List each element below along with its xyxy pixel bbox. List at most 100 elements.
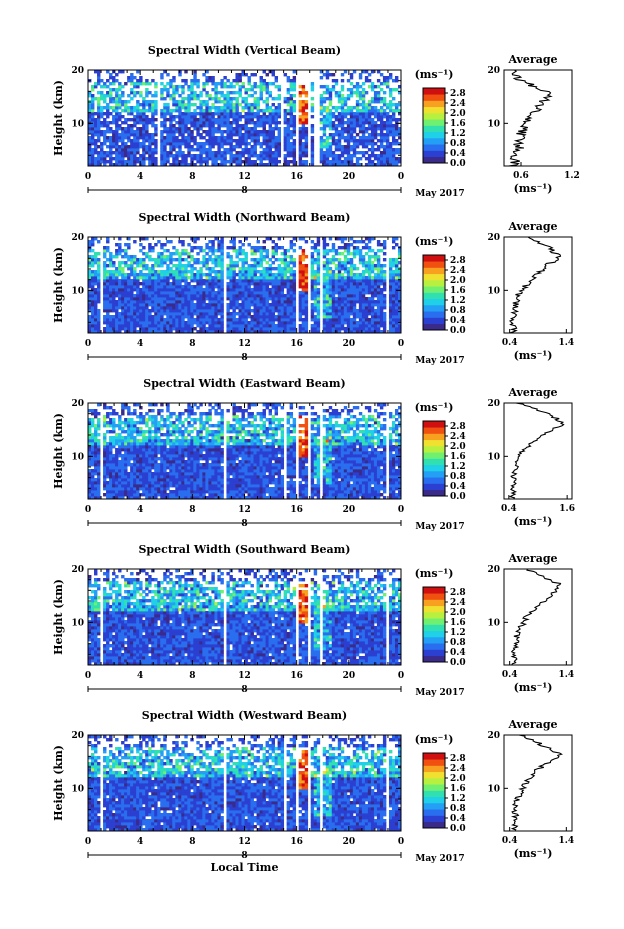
heatmap-cell — [154, 163, 158, 167]
heatmap-cell — [283, 160, 288, 164]
heatmap-cell — [172, 94, 176, 98]
heatmap-cell — [232, 267, 236, 271]
heatmap-cell — [235, 297, 239, 301]
heatmap-cell — [331, 309, 336, 313]
heatmap-cell — [250, 118, 254, 122]
heatmap-cell — [364, 297, 369, 301]
heatmap-cell — [202, 318, 206, 322]
heatmap-cell — [172, 324, 176, 328]
heatmap-cell — [103, 151, 107, 155]
heatmap-cell — [361, 91, 366, 95]
heatmap-cell — [283, 285, 288, 289]
heatmap-cell — [217, 240, 221, 244]
heatmap-cell — [361, 139, 366, 143]
heatmap-cell — [301, 264, 306, 268]
heatmap-cell — [397, 85, 402, 89]
heatmap-cell — [397, 324, 402, 328]
heatmap-cell — [181, 273, 185, 277]
heatmap-cell — [328, 312, 333, 316]
heatmap-cell — [271, 294, 275, 298]
heatmap-cell — [238, 112, 242, 116]
heatmap-cell — [343, 321, 348, 325]
heatmap-cell — [202, 115, 206, 119]
heatmap-cell — [97, 309, 101, 313]
heatmap-cell — [217, 300, 221, 304]
heatmap-cell — [169, 163, 173, 167]
heatmap-cell — [304, 145, 309, 149]
heatmap-cell — [145, 315, 149, 319]
heatmap-cell — [148, 109, 152, 113]
heatmap-cell — [193, 309, 197, 313]
heatmap-cell — [271, 303, 275, 307]
heatmap-cell — [328, 291, 333, 295]
heatmap-cell — [178, 327, 182, 331]
heatmap-cell — [379, 276, 384, 280]
heatmap-cell — [277, 285, 282, 289]
heatmap-cell — [115, 324, 119, 328]
heatmap-cell — [376, 118, 381, 122]
heatmap-cell — [364, 291, 369, 295]
heatmap-cell — [247, 160, 251, 164]
heatmap-cell — [376, 306, 381, 310]
heatmap-cell — [235, 124, 239, 128]
heatmap-cell — [214, 315, 218, 319]
heatmap-cell — [256, 264, 260, 268]
heatmap-cell — [283, 309, 288, 313]
heatmap-cell — [274, 294, 279, 298]
heatmap-cell — [292, 100, 297, 104]
heatmap-cell — [370, 85, 375, 89]
heatmap-cell — [91, 288, 95, 292]
heatmap-cell — [136, 115, 140, 119]
heatmap-cell — [142, 151, 146, 155]
heatmap-cell — [196, 303, 200, 307]
heatmap-cell — [385, 79, 390, 83]
heatmap-cell — [220, 312, 224, 316]
heatmap-cell — [190, 288, 194, 292]
heatmap-cell — [364, 282, 369, 286]
heatmap-cell — [379, 127, 384, 131]
heatmap-cell — [265, 133, 269, 137]
heatmap-cell — [142, 163, 146, 167]
heatmap-cell — [373, 330, 378, 334]
heatmap-cell — [379, 136, 384, 140]
heatmap-cell — [391, 88, 396, 92]
heatmap-cell — [298, 306, 303, 310]
heatmap-cell — [289, 154, 294, 158]
heatmap-cell — [196, 309, 200, 313]
heatmap-cell — [271, 276, 275, 280]
heatmap-cell — [322, 160, 327, 164]
heatmap-cell — [187, 94, 191, 98]
heatmap-cell — [316, 315, 321, 319]
heatmap-cell — [148, 288, 152, 292]
heatmap-cell — [325, 88, 330, 92]
heatmap-cell — [331, 160, 336, 164]
heatmap-cell — [247, 309, 251, 313]
heatmap-cell — [214, 270, 218, 274]
heatmap-cell — [379, 130, 384, 134]
heatmap-cell — [352, 118, 357, 122]
heatmap-cell — [346, 276, 351, 280]
heatmap-cell — [370, 300, 375, 304]
heatmap-cell — [211, 300, 215, 304]
heatmap-cell — [292, 121, 297, 125]
heatmap-cell — [169, 136, 173, 140]
heatmap-cell — [151, 321, 155, 325]
heatmap-cell — [238, 258, 242, 262]
heatmap-cell — [127, 273, 131, 277]
heatmap-cell — [109, 297, 113, 301]
heatmap-cell — [154, 264, 158, 268]
heatmap-cell — [202, 306, 206, 310]
heatmap-cell — [232, 306, 236, 310]
heatmap-cell — [361, 312, 366, 316]
heatmap-cell — [124, 106, 128, 110]
heatmap-cell — [124, 303, 128, 307]
heatmap-cell — [316, 249, 321, 253]
heatmap-cell — [301, 151, 306, 155]
heatmap-cell — [376, 109, 381, 113]
heatmap-cell — [166, 157, 170, 161]
heatmap-cell — [259, 261, 263, 265]
heatmap-cell — [283, 273, 288, 277]
heatmap-cell — [97, 285, 101, 289]
heatmap-cell — [151, 249, 155, 253]
heatmap-cell — [316, 312, 321, 316]
